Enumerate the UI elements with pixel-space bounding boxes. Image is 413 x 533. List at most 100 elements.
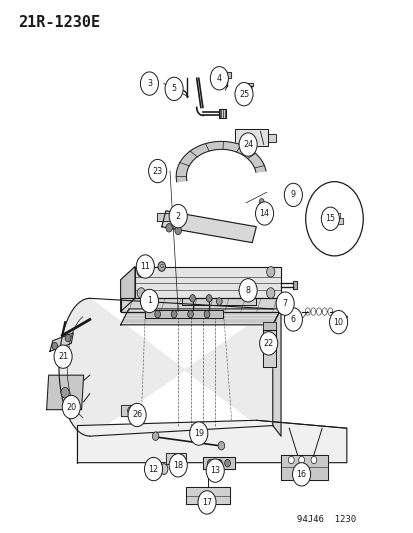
Circle shape — [305, 182, 362, 256]
Circle shape — [159, 464, 168, 474]
Circle shape — [206, 459, 224, 482]
Text: 5: 5 — [171, 84, 176, 93]
Polygon shape — [166, 453, 186, 464]
Polygon shape — [223, 72, 230, 78]
Text: 24: 24 — [242, 140, 253, 149]
Circle shape — [171, 311, 176, 318]
Polygon shape — [246, 86, 252, 98]
Circle shape — [255, 202, 273, 225]
Polygon shape — [186, 487, 229, 504]
Circle shape — [169, 454, 187, 477]
Circle shape — [206, 295, 211, 302]
Polygon shape — [202, 457, 235, 469]
Circle shape — [210, 67, 228, 90]
Text: 17: 17 — [202, 498, 211, 507]
Circle shape — [284, 308, 301, 331]
Circle shape — [259, 332, 277, 355]
Polygon shape — [245, 83, 252, 86]
Text: 12: 12 — [148, 465, 158, 473]
Text: 3: 3 — [147, 79, 152, 88]
Circle shape — [207, 459, 213, 467]
Circle shape — [218, 441, 224, 450]
Circle shape — [165, 77, 183, 101]
Text: 25: 25 — [238, 90, 249, 99]
Text: 18: 18 — [173, 461, 183, 470]
Text: 16: 16 — [296, 470, 306, 479]
Text: 19: 19 — [193, 429, 203, 438]
Circle shape — [137, 288, 145, 298]
Text: 1: 1 — [147, 296, 152, 305]
Circle shape — [62, 395, 80, 419]
Polygon shape — [262, 330, 275, 367]
Circle shape — [166, 223, 172, 232]
Circle shape — [275, 292, 294, 316]
Polygon shape — [272, 309, 280, 436]
Polygon shape — [145, 310, 223, 318]
Circle shape — [148, 159, 166, 183]
Text: 26: 26 — [132, 410, 142, 419]
Circle shape — [189, 295, 195, 302]
Circle shape — [136, 255, 154, 278]
Polygon shape — [59, 298, 272, 436]
Circle shape — [52, 342, 57, 350]
Circle shape — [288, 456, 294, 464]
Polygon shape — [77, 420, 346, 463]
Circle shape — [152, 432, 159, 440]
Circle shape — [197, 491, 216, 514]
Text: 21R-1230E: 21R-1230E — [18, 14, 100, 30]
Text: 10: 10 — [333, 318, 343, 327]
Text: 20: 20 — [66, 402, 76, 411]
Circle shape — [144, 457, 162, 481]
Polygon shape — [235, 128, 267, 146]
Text: 23: 23 — [152, 166, 162, 175]
Circle shape — [173, 454, 179, 463]
Circle shape — [204, 311, 209, 318]
Circle shape — [310, 456, 316, 464]
Circle shape — [238, 133, 256, 156]
Circle shape — [238, 279, 256, 302]
Circle shape — [65, 334, 71, 342]
Text: 2: 2 — [175, 212, 180, 221]
Polygon shape — [135, 266, 280, 298]
Circle shape — [128, 403, 146, 426]
Circle shape — [54, 345, 72, 368]
Text: 94J46  1230: 94J46 1230 — [297, 515, 356, 523]
Text: 8: 8 — [245, 286, 250, 295]
Circle shape — [140, 289, 158, 313]
Polygon shape — [50, 333, 73, 351]
Circle shape — [189, 422, 207, 445]
Polygon shape — [120, 266, 135, 312]
Polygon shape — [326, 217, 342, 224]
Text: 13: 13 — [210, 466, 220, 475]
Text: 21: 21 — [58, 352, 68, 361]
Polygon shape — [267, 134, 275, 142]
Circle shape — [329, 311, 347, 334]
Polygon shape — [218, 109, 225, 118]
Circle shape — [216, 459, 222, 467]
Text: G: G — [159, 264, 164, 269]
Text: 22: 22 — [263, 339, 273, 348]
Circle shape — [137, 266, 145, 277]
Circle shape — [158, 262, 165, 271]
Circle shape — [320, 207, 339, 230]
Text: 7: 7 — [282, 299, 287, 308]
Polygon shape — [47, 375, 83, 410]
Circle shape — [298, 456, 304, 464]
Circle shape — [235, 83, 252, 106]
Circle shape — [61, 387, 69, 398]
Circle shape — [224, 459, 230, 467]
Circle shape — [259, 199, 263, 205]
Text: 6: 6 — [290, 315, 295, 324]
Text: 4: 4 — [216, 74, 221, 83]
Text: 11: 11 — [140, 262, 150, 271]
Circle shape — [154, 311, 160, 318]
Polygon shape — [120, 298, 280, 312]
Circle shape — [284, 183, 301, 207]
Polygon shape — [161, 211, 256, 243]
Polygon shape — [120, 406, 141, 416]
Circle shape — [266, 266, 274, 277]
Text: 15: 15 — [325, 214, 335, 223]
Circle shape — [216, 298, 222, 305]
Circle shape — [127, 407, 134, 415]
Polygon shape — [120, 309, 280, 325]
